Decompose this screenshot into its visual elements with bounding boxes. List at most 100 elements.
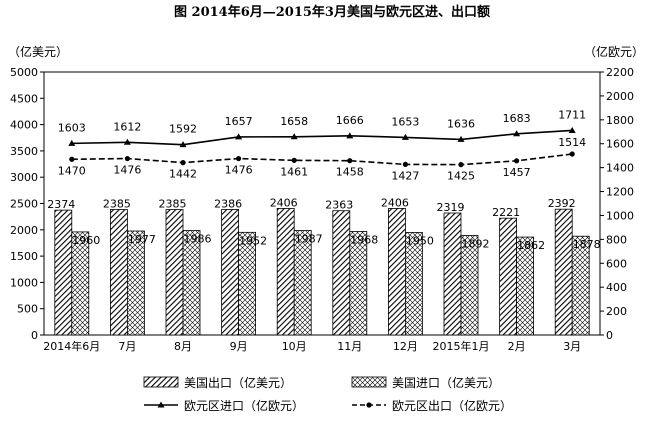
marker-ez-export: [458, 162, 464, 168]
left-tick-label: 1500: [10, 250, 38, 263]
bar-us-export: [332, 210, 351, 336]
legend-label-us-import: 美国进口（亿美元）: [392, 375, 500, 390]
marker-ez-import: [346, 132, 354, 139]
marker-ez-export: [291, 157, 297, 163]
bar-us-export: [276, 208, 295, 336]
marker-ez-import: [123, 138, 131, 145]
legend-marker-ez-import: [157, 401, 165, 408]
legend-marker-ez-export: [366, 402, 372, 408]
marker-ez-export: [69, 156, 75, 162]
legend-swatch-us-export: [143, 376, 179, 388]
bar-us-export: [54, 209, 73, 336]
left-tick-label: 3500: [10, 145, 38, 158]
legend-label-ez-import: 欧元区进口（亿欧元）: [184, 398, 304, 413]
data-label-us-export: 2374: [47, 198, 75, 211]
data-label-us-import: 1892: [462, 237, 490, 250]
right-tick-label: 2200: [606, 66, 634, 79]
data-label-us-export: 2406: [270, 196, 298, 209]
marker-ez-import: [457, 135, 465, 142]
right-tick-label: 400: [606, 281, 627, 294]
left-tick-label: 2500: [10, 198, 38, 211]
data-label-us-export: 2385: [159, 198, 187, 211]
category-axis: 2014年6月 7月 8月 9月 10月 11月 12月 2015年1月 2月 3月: [43, 339, 581, 353]
bar-us-import: [71, 231, 90, 336]
legend-label-us-export: 美国出口（亿美元）: [184, 375, 292, 390]
chart-title: 图 2014年6月—2015年3月美国与欧元区进、出口额: [174, 4, 490, 20]
bar-us-export: [221, 209, 240, 336]
data-label-ez-export: 1470: [58, 164, 86, 177]
left-tick-label: 1000: [10, 276, 38, 289]
marker-ez-import: [290, 133, 298, 140]
marker-ez-import: [568, 126, 576, 133]
left-tick-label: 2000: [10, 224, 38, 237]
marker-ez-export: [402, 161, 408, 168]
data-label-ez-export: 1457: [503, 166, 531, 179]
bar-us-export: [499, 217, 518, 336]
data-label-us-import: 1878: [573, 238, 601, 251]
marker-ez-import: [68, 139, 76, 146]
left-tick-label: 5000: [10, 66, 38, 79]
category-label: 12月: [393, 340, 418, 353]
left-tick-label: 500: [17, 303, 38, 316]
right-tick-label: 800: [606, 233, 627, 246]
bar-us-export: [110, 209, 128, 336]
data-label-us-export: 2392: [548, 197, 576, 210]
marker-ez-export: [236, 155, 242, 162]
data-label-ez-export: 1476: [113, 164, 141, 177]
bar-us-import: [404, 232, 423, 336]
marker-ez-export: [569, 151, 575, 157]
line-ez-import: [71, 129, 573, 146]
left-tick-label: 0: [31, 329, 38, 342]
right-tick-label: 0: [606, 329, 613, 342]
data-label-ez-export: 1458: [336, 166, 364, 179]
data-label-ez-export: 1476: [225, 164, 253, 177]
legend: 美国出口（亿美元） 美国进口（亿美元） 欧元区进口（亿欧元） 欧元区出口（亿欧元…: [143, 375, 512, 413]
data-labels: 2374 1960 2385 1977 2385 1986 2386 1952 2406 1987…: [47, 108, 600, 252]
right-tick-label: 200: [606, 305, 627, 318]
right-axis: 0 200 400 600 800 1000 1200 1400 1600 1800 2000 220…: [600, 66, 634, 342]
bar-series: [54, 208, 590, 336]
right-tick-label: 1200: [606, 186, 634, 199]
data-label-ez-export: 1461: [280, 165, 308, 178]
bar-us-import: [571, 235, 590, 336]
legend-swatch-us-import: [351, 376, 387, 388]
legend-label-ez-export: 欧元区出口（亿欧元）: [392, 398, 512, 413]
bar-us-import: [460, 235, 479, 336]
category-label: 11月: [337, 340, 362, 353]
right-tick-label: 1000: [606, 209, 634, 222]
left-tick-label: 4000: [10, 119, 38, 132]
data-label-ez-import: 1636: [447, 117, 475, 130]
marker-ez-import: [513, 130, 521, 137]
data-label-ez-import: 1603: [58, 121, 86, 134]
data-label-ez-import: 1711: [558, 108, 586, 121]
bar-us-export: [387, 208, 406, 336]
data-label-us-export: 2406: [381, 196, 409, 209]
right-axis-unit: （亿欧元）: [584, 44, 644, 59]
data-label-ez-export: 1427: [391, 169, 419, 182]
right-tick-label: 2000: [606, 90, 634, 103]
data-label-ez-export: 1425: [447, 170, 475, 183]
marker-ez-export: [124, 155, 130, 162]
marker-ez-export: [347, 158, 353, 164]
data-label-ez-export: 1514: [558, 136, 586, 149]
data-label-us-import: 1987: [295, 232, 323, 245]
marker-ez-import: [235, 133, 243, 140]
right-tick-label: 1800: [606, 114, 634, 127]
data-label-ez-import: 1683: [503, 112, 531, 125]
data-label-us-import: 1952: [239, 234, 267, 247]
right-tick-label: 600: [606, 257, 627, 270]
category-label: 7月: [118, 340, 136, 353]
left-axis: 0 500 1000 1500 2000 2500 3000 3500 4000 4500 5000: [10, 66, 44, 342]
data-label-us-import: 1986: [184, 233, 212, 246]
data-label-us-export: 2363: [325, 199, 353, 212]
data-label-ez-export: 1442: [169, 168, 197, 181]
category-label: 3月: [563, 340, 581, 353]
category-label: 9月: [230, 340, 248, 353]
data-label-ez-import: 1666: [336, 114, 364, 127]
line-series: [68, 126, 576, 168]
data-label-us-import: 1968: [350, 233, 378, 246]
marker-ez-import: [401, 133, 409, 140]
bar-us-import: [293, 230, 312, 336]
marker-ez-export: [514, 158, 520, 164]
